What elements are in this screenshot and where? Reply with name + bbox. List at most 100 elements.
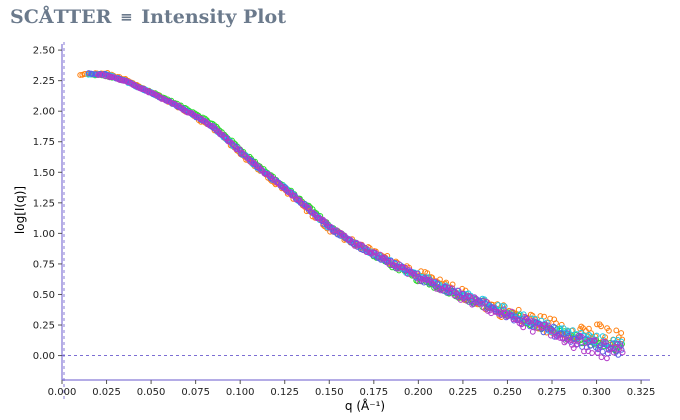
data-point bbox=[329, 227, 336, 234]
data-point bbox=[476, 301, 483, 307]
data-point bbox=[618, 343, 624, 350]
data-point bbox=[580, 325, 586, 331]
data-point bbox=[189, 110, 196, 117]
data-point bbox=[171, 100, 177, 107]
data-point bbox=[613, 327, 620, 334]
data-point bbox=[498, 312, 505, 319]
data-point bbox=[257, 166, 264, 173]
data-point bbox=[582, 340, 589, 346]
data-point bbox=[602, 339, 609, 346]
data-point bbox=[233, 146, 240, 153]
data-point bbox=[469, 301, 476, 308]
x-tick-label: 0.200 bbox=[404, 387, 433, 398]
data-point bbox=[414, 270, 421, 277]
app-title-text: Intensity Plot bbox=[141, 6, 286, 28]
y-axis-ticks: 0.00 0.25 0.50 0.75 1.00 1.25 1.50 1.75 2.00 2.25… bbox=[33, 46, 62, 362]
x-axis-label: q (Å⁻¹) bbox=[345, 398, 385, 413]
data-point bbox=[592, 337, 598, 343]
data-point bbox=[455, 287, 462, 294]
data-point bbox=[308, 209, 315, 216]
data-point bbox=[561, 339, 568, 346]
data-point bbox=[619, 349, 626, 356]
data-point bbox=[483, 298, 490, 305]
data-point bbox=[105, 72, 111, 79]
menu-icon[interactable]: ≡ bbox=[120, 8, 133, 26]
app-title-prefix: SCÅTTER bbox=[10, 6, 112, 28]
y-tick-label: 1.25 bbox=[33, 198, 55, 209]
data-point bbox=[551, 329, 557, 335]
data-point bbox=[217, 131, 224, 138]
data-point bbox=[172, 101, 179, 108]
data-point bbox=[564, 327, 571, 334]
data-point bbox=[589, 350, 595, 356]
data-point bbox=[245, 155, 252, 162]
data-point bbox=[284, 189, 291, 195]
data-point bbox=[449, 285, 456, 292]
x-tick-label: 0.175 bbox=[359, 387, 388, 398]
data-point bbox=[610, 349, 617, 356]
x-tick-label: 0.000 bbox=[48, 387, 77, 398]
y-tick-label: 2.50 bbox=[33, 46, 55, 57]
data-point bbox=[541, 313, 547, 320]
data-point bbox=[449, 281, 456, 288]
y-tick-label: 1.75 bbox=[33, 137, 55, 148]
x-tick-label: 0.300 bbox=[582, 387, 611, 398]
data-point bbox=[379, 255, 386, 262]
y-axis-label: log[I(q)] bbox=[13, 186, 27, 234]
data-points bbox=[77, 70, 626, 362]
y-tick-label: 2.25 bbox=[33, 76, 55, 87]
data-point bbox=[183, 108, 190, 115]
x-tick-label: 0.325 bbox=[627, 387, 656, 398]
data-point bbox=[581, 348, 587, 355]
data-point bbox=[277, 182, 284, 189]
x-tick-label: 0.050 bbox=[137, 387, 166, 398]
data-point bbox=[614, 337, 621, 343]
data-point bbox=[598, 354, 605, 361]
data-point bbox=[463, 297, 470, 304]
data-point bbox=[574, 338, 581, 345]
data-point bbox=[253, 162, 259, 169]
data-point bbox=[557, 335, 563, 341]
data-point bbox=[118, 77, 125, 84]
data-point bbox=[564, 330, 571, 337]
data-point bbox=[459, 290, 466, 297]
data-point bbox=[578, 323, 585, 330]
series-0 bbox=[85, 71, 625, 354]
data-point bbox=[292, 196, 299, 203]
data-point bbox=[177, 104, 184, 111]
data-point bbox=[437, 287, 444, 294]
data-point bbox=[162, 97, 169, 104]
series-4 bbox=[95, 71, 626, 362]
y-tick-label: 2.00 bbox=[33, 107, 55, 118]
data-point bbox=[578, 333, 585, 340]
data-point bbox=[508, 308, 515, 315]
data-point bbox=[569, 327, 576, 334]
data-point bbox=[287, 189, 294, 196]
data-point bbox=[400, 264, 407, 271]
data-point bbox=[567, 336, 573, 343]
x-tick-label: 0.225 bbox=[449, 387, 478, 398]
data-point bbox=[604, 355, 610, 362]
data-point bbox=[618, 330, 625, 336]
data-point bbox=[96, 71, 102, 78]
data-point bbox=[457, 297, 464, 303]
data-point bbox=[505, 311, 512, 318]
data-point bbox=[599, 333, 606, 340]
data-point bbox=[528, 318, 534, 325]
data-point bbox=[520, 324, 527, 331]
data-point bbox=[606, 327, 612, 334]
data-point bbox=[615, 352, 622, 358]
series-1 bbox=[77, 70, 626, 348]
data-point bbox=[85, 70, 92, 76]
data-point bbox=[587, 343, 594, 349]
data-point bbox=[145, 89, 152, 96]
data-point bbox=[139, 86, 146, 93]
data-point bbox=[263, 170, 269, 177]
y-tick-label: 0.25 bbox=[33, 321, 55, 332]
data-point bbox=[596, 344, 603, 351]
data-point bbox=[207, 122, 214, 129]
data-point bbox=[525, 318, 532, 325]
data-point bbox=[598, 323, 604, 330]
data-point bbox=[157, 95, 164, 101]
data-point bbox=[203, 118, 209, 125]
